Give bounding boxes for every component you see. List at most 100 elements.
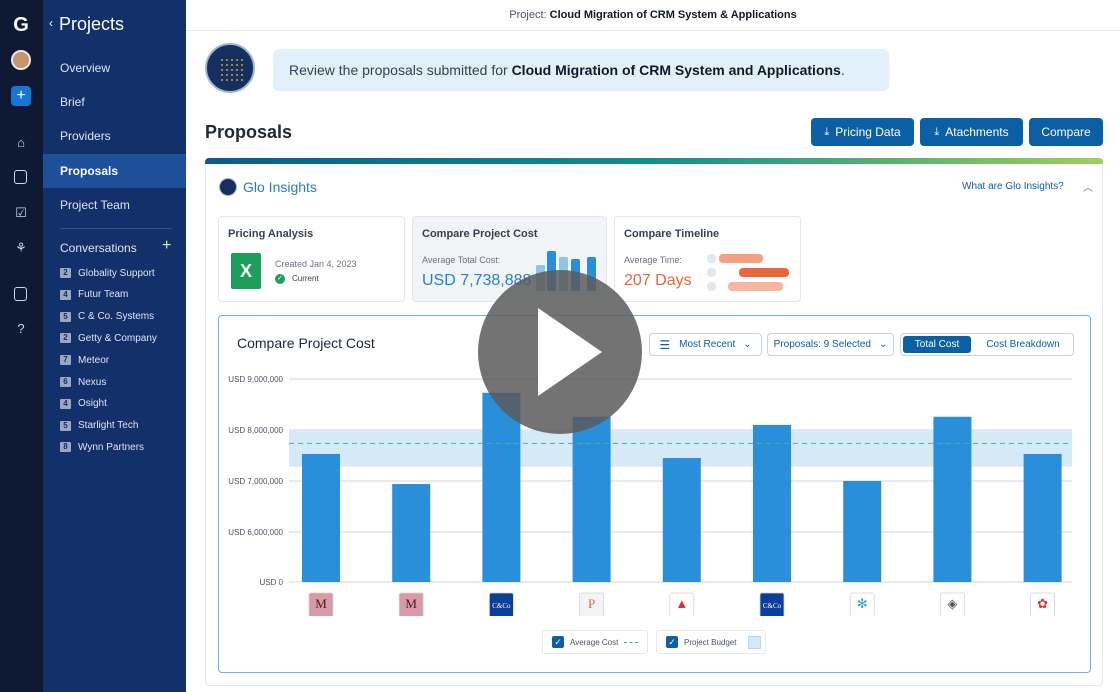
project-sidebar: ‹ Projects Overview Brief Providers Propo… — [43, 0, 186, 692]
cost-bar — [753, 424, 791, 582]
sidebar-title[interactable]: ‹ Projects — [49, 14, 124, 35]
conversation-label: Osight — [78, 398, 107, 410]
legend-project-budget[interactable]: ✓ Project Budget — [656, 630, 766, 654]
conversation-item[interactable]: 4 Futur Team — [60, 287, 128, 303]
sort-lines-icon: ☰ — [659, 337, 671, 352]
download-icon: ⤓ — [824, 125, 830, 138]
provider-logo-label: ◈ — [947, 596, 957, 611]
add-conversation-icon[interactable]: + — [162, 237, 172, 254]
help-icon[interactable]: ? — [17, 320, 25, 336]
y-tick-label: USD 6,000,000 — [228, 528, 283, 537]
gantt-dot — [707, 268, 716, 277]
attachments-button[interactable]: ⤓ Atachments — [920, 118, 1023, 146]
banner-text: Review the proposals submitted for — [289, 62, 512, 78]
unread-count-badge: 5 — [60, 420, 71, 431]
proposals-filter-dropdown[interactable]: Proposals: 9 Selected ⌄ — [767, 333, 894, 356]
pricing-data-button[interactable]: ⤓ Pricing Data — [811, 118, 914, 146]
play-icon — [538, 308, 602, 396]
provider-logo-label: ✿ — [1037, 596, 1048, 611]
y-tick-label: USD 9,000,000 — [228, 375, 283, 384]
unread-count-badge: 8 — [60, 442, 71, 453]
cost-bar — [662, 458, 701, 582]
project-name: Cloud Migration of CRM System & Applicat… — [549, 9, 797, 21]
provider-logo — [940, 592, 965, 616]
sidebar-item-providers[interactable]: Providers — [60, 129, 111, 143]
provider-logo — [759, 592, 785, 616]
cost-breakdown-toggle[interactable]: Cost Breakdown — [986, 339, 1060, 350]
average-cost-label: Average Total Cost: — [422, 255, 501, 265]
user-avatar[interactable] — [11, 50, 31, 70]
average-cost-value: USD 7,738,888 — [422, 272, 532, 289]
compare-timeline-title: Compare Timeline — [624, 228, 720, 240]
conversation-item[interactable]: 6 Nexus — [60, 374, 106, 390]
compare-timeline-tile[interactable]: Compare Timeline Average Time: 207 Days — [614, 216, 801, 302]
conversation-item[interactable]: 7 Meteor — [60, 352, 109, 368]
gantt-dot — [707, 254, 716, 263]
video-play-button[interactable] — [478, 270, 642, 434]
pricing-analysis-tile[interactable]: Pricing Analysis X Created Jan 4, 2023 ✓… — [218, 216, 405, 302]
total-cost-toggle[interactable]: Total Cost — [903, 336, 971, 353]
sidebar-item-proposals[interactable]: Proposals — [43, 154, 186, 188]
conversation-item[interactable]: 4 Osight — [60, 396, 107, 412]
banner-suffix: . — [840, 62, 845, 78]
glo-insights-title: Glo Insights — [243, 179, 317, 195]
y-tick-label: USD 7,000,000 — [228, 477, 283, 486]
home-icon[interactable]: ⌂ — [17, 134, 25, 150]
sidebar-title-label: Projects — [59, 14, 125, 34]
sidebar-item-overview[interactable]: Overview — [60, 61, 111, 75]
unread-count-badge: 2 — [60, 333, 71, 344]
calendar-icon[interactable] — [14, 287, 27, 301]
org-chart-icon[interactable]: ⚘ — [15, 240, 27, 255]
compare-label: Compare — [1041, 125, 1091, 139]
status-label: Current — [292, 274, 319, 283]
conversation-item[interactable]: 5 C & Co. Systems — [60, 309, 154, 325]
attachments-label: Atachments — [945, 125, 1009, 139]
check-icon: ✓ — [275, 274, 285, 284]
provider-logo — [398, 592, 424, 616]
provider-logo-label: ✻ — [857, 596, 868, 611]
globality-logo[interactable]: G — [13, 13, 29, 36]
bar-chart-plot: USD 9,000,000 USD 8,000,000 USD 7,000,000 U… — [228, 375, 1072, 616]
band-swatch-icon — [748, 635, 762, 649]
unread-count-badge: 5 — [60, 311, 71, 322]
document-icon[interactable] — [14, 170, 27, 184]
cost-view-toggle: Total Cost Cost Breakdown — [900, 333, 1074, 356]
sort-label: Most Recent — [679, 339, 736, 350]
conversation-item[interactable]: 8 Wynn Partners — [60, 439, 144, 455]
sidebar-item-brief[interactable]: Brief — [60, 95, 85, 109]
provider-logo — [308, 592, 334, 616]
conversation-item[interactable]: 2 Globality Support — [60, 265, 155, 281]
legend-average-cost[interactable]: ✓ Average Cost — [542, 630, 648, 654]
pricing-analysis-title: Pricing Analysis — [228, 228, 314, 240]
unread-count-badge: 7 — [60, 355, 71, 366]
provider-logo-label: M — [315, 596, 327, 611]
gantt-bar — [719, 254, 763, 263]
collapse-chevron-icon[interactable]: ︿ — [1083, 183, 1093, 194]
cost-bar — [1023, 453, 1062, 582]
pricing-data-label: Pricing Data — [835, 125, 901, 139]
add-icon[interactable]: + — [11, 86, 31, 106]
provider-logo — [849, 592, 875, 616]
project-breadcrumb: Project: Cloud Migration of CRM System &… — [186, 0, 1120, 31]
icon-rail: G + ⌂ ☑ ⚘ ? — [0, 0, 43, 692]
gantt-bar — [739, 268, 789, 277]
cost-bar — [572, 416, 611, 582]
mini-bar — [587, 257, 596, 291]
conversation-label: Futur Team — [78, 289, 129, 301]
provider-logo-label: P — [588, 596, 595, 611]
what-are-glo-insights-link[interactable]: What are Glo Insights? — [962, 181, 1064, 192]
checklist-icon[interactable]: ☑ — [15, 205, 27, 220]
conversation-item[interactable]: 5 Starlight Tech — [60, 418, 138, 434]
sidebar-item-project-team[interactable]: Project Team — [60, 198, 130, 212]
compare-button[interactable]: Compare — [1029, 118, 1103, 146]
sort-dropdown[interactable]: ☰ Most Recent ⌄ — [649, 333, 762, 356]
cost-bar — [302, 453, 340, 582]
review-banner: Review the proposals submitted for Cloud… — [273, 49, 889, 91]
provider-logo — [669, 592, 695, 616]
provider-logo-label: ▲ — [675, 596, 688, 611]
chart-title: Compare Project Cost — [237, 335, 375, 351]
dashed-line-icon — [624, 641, 639, 643]
gantt-dot — [707, 282, 716, 291]
conversation-item[interactable]: 2 Getty & Company — [60, 330, 157, 346]
card-accent-bar — [205, 158, 1103, 164]
